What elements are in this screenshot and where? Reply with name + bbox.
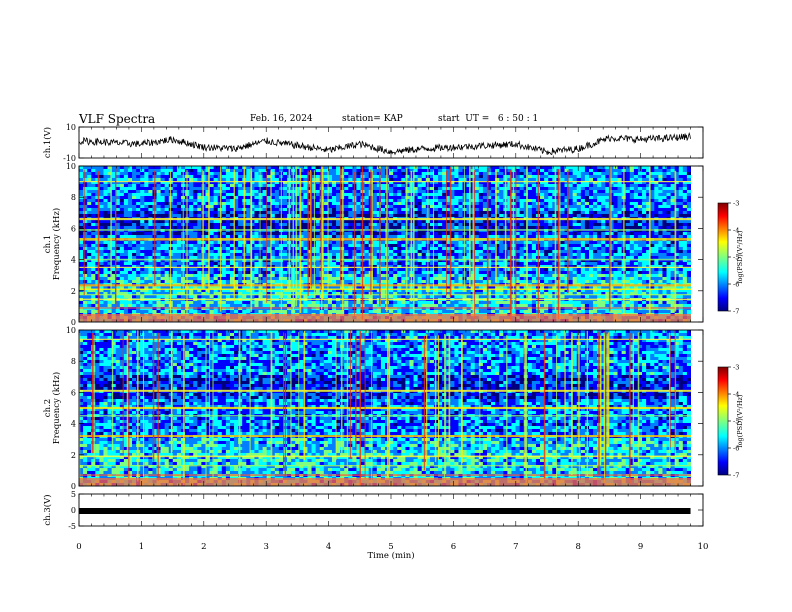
x-tick-label: 1 — [139, 542, 144, 552]
ch1-spectrogram-band-9 — [79, 298, 691, 301]
ch1-spectrogram-ytick-label: 6 — [71, 224, 76, 233]
ch3-waveform-ytick-label: 0 — [71, 506, 76, 515]
ch1-spectrogram-colorbar-tick-label: -7 — [733, 308, 739, 316]
ch2-spectrogram-colorbar-tick-label: -6 — [733, 445, 739, 453]
ch2-spectrogram-band-2 — [79, 406, 691, 410]
ch1-spectrogram-band-2 — [79, 229, 691, 231]
ch1-waveform-ylabel: ch.1(V) — [42, 127, 53, 158]
ch2-spectrogram-band-0 — [79, 338, 691, 340]
ch1-spectrogram-ytick-label: 10 — [66, 162, 76, 171]
x-tick-label: 5 — [388, 542, 393, 552]
ch2-spectrogram-band-4 — [79, 435, 691, 438]
ch1-spectrogram-band-4 — [79, 258, 691, 261]
ch1-spectrogram-low-band — [79, 314, 691, 322]
ch1-spectrogram-colorbar-label: log(PSD)(V²/Hz) — [736, 230, 744, 283]
ch2-spectrogram-ytick-label: 8 — [71, 357, 76, 366]
ch1-spectrogram-ylabel: ch.1 — [43, 235, 53, 253]
ch2-spectrogram-colorbar — [717, 366, 729, 476]
ch1-waveform-ytick-label: 10 — [66, 123, 76, 132]
waveform-layer — [78, 131, 691, 514]
ch2-spectrogram-colorbar-tick-label: -5 — [733, 418, 739, 426]
ch2-spectrogram-nodata — [691, 330, 703, 486]
ch1-spectrogram-band-10 — [79, 307, 691, 309]
x-tick-label: 9 — [638, 542, 643, 552]
label-layer: -3 -4 -5 -6 -7 log(PSD)(V²/Hz) -3 -4 -5 -6 -7 log(P… — [42, 123, 744, 561]
ch2-spectrogram-ytick-label: 4 — [71, 420, 76, 429]
ch1-spectrogram-band-0 — [79, 181, 691, 183]
ch2-spectrogram-band-5 — [79, 455, 691, 458]
station-label: station= KAP — [342, 114, 403, 124]
ch2-spectrogram-band-6 — [79, 465, 691, 467]
ch2-spectrogram-band-7 — [79, 474, 691, 476]
ch1-spectrogram-band-3 — [79, 238, 691, 241]
ch1-spectrogram-colorbar-tick-label: -5 — [733, 254, 739, 262]
ch3-waveform-ytick-label: 5 — [71, 490, 76, 499]
x-axis-label: Time (min) — [367, 550, 414, 561]
x-tick-label: 6 — [451, 542, 456, 552]
x-tick-label: 3 — [263, 542, 268, 552]
ch1-spectrogram-ytick-label: 0 — [71, 318, 76, 327]
ch2-spectrogram-colorbar-tick-label: -7 — [733, 472, 739, 480]
ch1-spectrogram-band-6 — [79, 284, 691, 287]
x-tick-label: 8 — [575, 542, 580, 552]
date-label: Feb. 16, 2024 — [250, 114, 313, 124]
ch1-spectrogram-ylabel: Frequency (kHz) — [51, 208, 62, 280]
ch2-spectrogram-ytick-label: 6 — [71, 388, 76, 397]
ch2-spectrogram-colorbar-tick-label: -4 — [733, 391, 739, 399]
ch2-spectrogram-ylabel: ch.2 — [43, 399, 53, 417]
axes-layer — [78, 126, 731, 527]
ch3-waveform-ytick-label: -5 — [68, 522, 76, 531]
ch1-waveform-ytick-label: -10 — [63, 154, 76, 163]
ch1-spectrogram-band-7 — [79, 288, 691, 290]
ch1-spectrogram-ytick-label: 4 — [71, 256, 76, 265]
ch2-spectrogram-low-band — [79, 478, 691, 486]
ch1-spectrogram-colorbar-tick-label: -6 — [733, 281, 739, 289]
ch1-spectrogram-band-5 — [79, 266, 691, 268]
ch2-spectrogram-ytick-label: 0 — [71, 482, 76, 491]
ch2-spectrogram-ylabel: Frequency (kHz) — [51, 372, 62, 444]
ch1-spectrogram-colorbar-tick-label: -4 — [733, 227, 739, 235]
ch1-spectrogram-band-1 — [79, 217, 691, 221]
x-tick-label: 2 — [201, 542, 206, 552]
ch2-spectrogram-ytick-label: 10 — [66, 326, 76, 335]
ch2-spectrogram-ytick-label: 2 — [71, 451, 76, 460]
ch3-waveform-ylabel: ch.3(V) — [42, 494, 53, 525]
x-tick-label: 7 — [513, 542, 518, 552]
ch1-spectrogram-nodata — [691, 166, 703, 322]
ch1-spectrogram-ytick-label: 2 — [71, 287, 76, 296]
x-tick-label: 4 — [326, 542, 331, 552]
spectrogram-layer — [79, 166, 703, 487]
ch1-spectrogram-colorbar — [717, 202, 729, 312]
chart-title: VLF Spectra — [79, 112, 156, 126]
ch1-spectrogram-band-8 — [79, 294, 691, 296]
start-ut-label: start UT = 6 : 50 : 1 — [438, 114, 539, 124]
ch1-waveform-trace — [78, 131, 691, 156]
ch2-spectrogram-band-3 — [79, 415, 691, 417]
x-tick-label: 0 — [76, 542, 81, 552]
ch2-spectrogram-colorbar-tick-label: -3 — [733, 364, 739, 372]
ch1-spectrogram-ytick-label: 8 — [71, 193, 76, 202]
ch1-spectrogram-colorbar-tick-label: -3 — [733, 200, 739, 208]
ch2-spectrogram-band-1 — [79, 389, 691, 392]
x-tick-label: 10 — [698, 542, 709, 552]
ch2-spectrogram-colorbar-label: log(PSD)(V²/Hz) — [736, 394, 744, 447]
